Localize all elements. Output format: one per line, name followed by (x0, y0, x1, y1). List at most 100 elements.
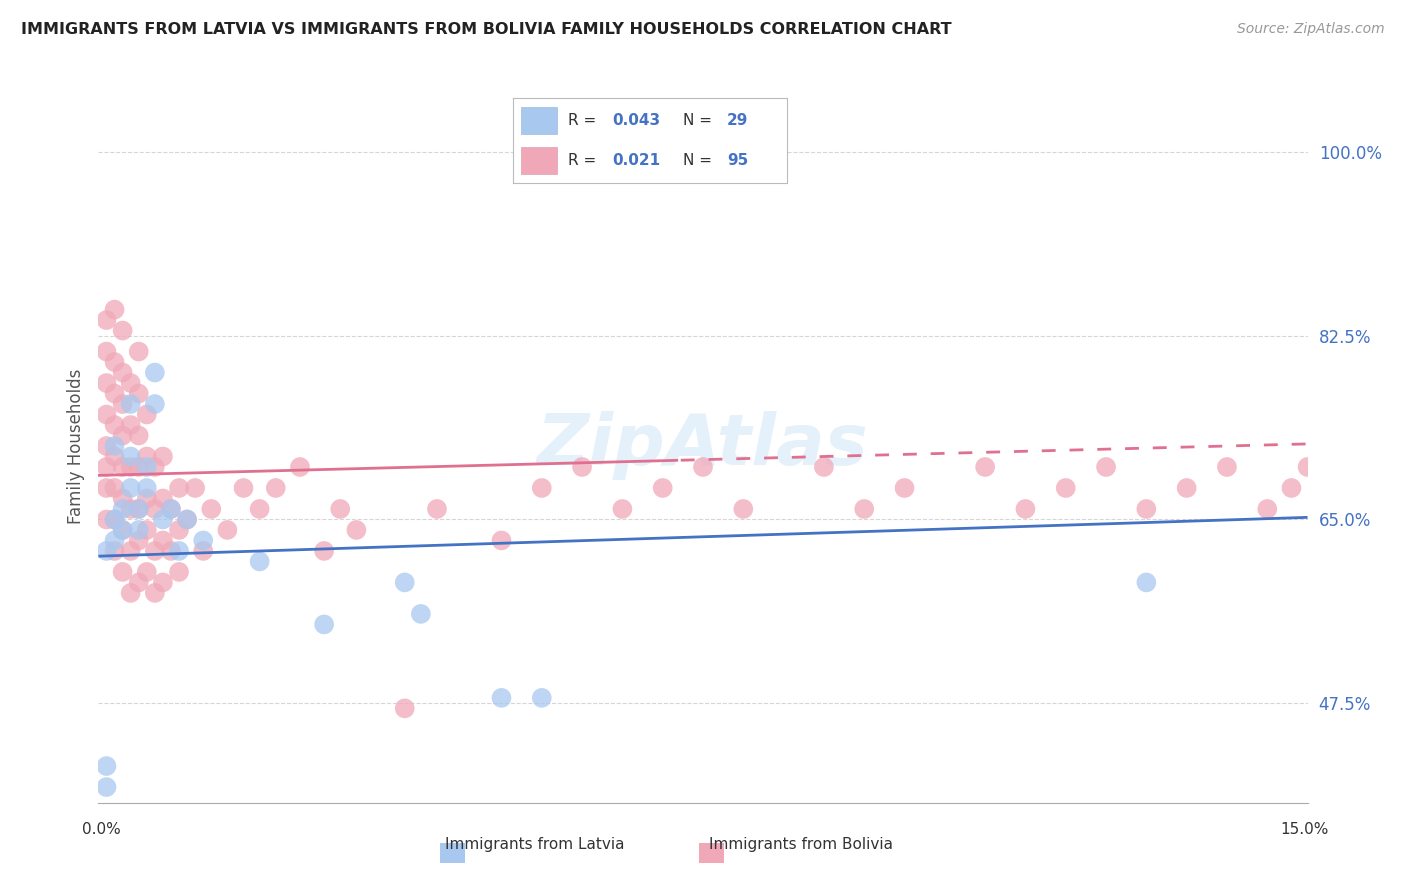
Point (1256, 502, 1278, 516)
Point (893, 481, 915, 495)
Point (314, 544, 336, 558)
Point (974, 460, 997, 475)
Point (167, 481, 190, 495)
Point (152, 491, 174, 506)
Point (128, 502, 150, 516)
Point (96, 481, 118, 495)
Point (111, 565, 134, 579)
Point (394, 575, 416, 590)
Point (111, 397, 134, 411)
Point (96, 544, 118, 558)
Point (96, 780, 118, 794)
Point (111, 491, 134, 506)
Point (314, 617, 336, 632)
Point (96, 408, 118, 422)
Point (733, 502, 755, 516)
Text: 0.021: 0.021 (612, 153, 659, 169)
Point (120, 544, 142, 558)
Point (111, 523, 134, 537)
Point (120, 397, 142, 411)
Point (120, 481, 142, 495)
Point (530, 690, 553, 705)
Point (128, 533, 150, 548)
Point (96, 313, 118, 327)
Point (249, 502, 271, 516)
Point (193, 544, 215, 558)
Point (692, 460, 714, 475)
Point (103, 439, 125, 453)
Point (143, 586, 166, 600)
Point (128, 344, 150, 359)
Point (135, 565, 157, 579)
Point (160, 502, 183, 516)
Text: ZipAtlas: ZipAtlas (537, 411, 869, 481)
Point (344, 523, 367, 537)
Point (120, 450, 142, 464)
Text: R =: R = (568, 153, 596, 169)
Point (1014, 502, 1036, 516)
Text: Immigrants from Bolivia: Immigrants from Bolivia (710, 838, 893, 852)
Point (853, 502, 876, 516)
Point (426, 502, 449, 516)
Text: Source: ZipAtlas.com: Source: ZipAtlas.com (1237, 22, 1385, 37)
Point (232, 481, 254, 495)
Point (128, 428, 150, 442)
Text: 15.0%: 15.0% (1281, 822, 1329, 837)
Point (120, 376, 142, 390)
Point (128, 386, 150, 401)
Point (193, 533, 215, 548)
Point (409, 607, 432, 621)
Point (111, 366, 134, 380)
Text: N =: N = (683, 112, 713, 128)
FancyBboxPatch shape (522, 147, 557, 175)
Point (120, 502, 142, 516)
Point (217, 523, 239, 537)
Point (143, 397, 166, 411)
Text: 0.0%: 0.0% (82, 822, 121, 837)
Point (103, 302, 125, 317)
Point (160, 544, 183, 558)
Point (120, 586, 142, 600)
Point (167, 523, 190, 537)
Point (176, 512, 198, 526)
Text: N =: N = (683, 153, 713, 169)
Point (1054, 481, 1077, 495)
Point (111, 428, 134, 442)
Point (103, 544, 125, 558)
Point (96, 512, 118, 526)
Point (160, 502, 183, 516)
Point (128, 523, 150, 537)
Point (1337, 481, 1360, 495)
Text: IMMIGRANTS FROM LATVIA VS IMMIGRANTS FROM BOLIVIA FAMILY HOUSEHOLDS CORRELATION : IMMIGRANTS FROM LATVIA VS IMMIGRANTS FRO… (21, 22, 952, 37)
Point (530, 481, 553, 495)
Point (571, 460, 593, 475)
Point (135, 491, 157, 506)
Point (813, 460, 835, 475)
Point (143, 460, 166, 475)
Text: R =: R = (568, 112, 596, 128)
Point (1320, 502, 1343, 516)
Point (152, 533, 174, 548)
Point (128, 575, 150, 590)
Point (120, 417, 142, 432)
Point (612, 502, 634, 516)
Point (1281, 481, 1303, 495)
Point (103, 512, 125, 526)
Point (135, 481, 157, 495)
Text: 95: 95 (727, 153, 748, 169)
Point (491, 690, 513, 705)
Text: Immigrants from Latvia: Immigrants from Latvia (444, 838, 624, 852)
Point (103, 533, 125, 548)
Point (96, 376, 118, 390)
Point (143, 502, 166, 516)
Point (394, 701, 416, 715)
Point (167, 565, 190, 579)
Point (1376, 502, 1399, 516)
Point (96, 460, 118, 475)
Point (135, 460, 157, 475)
Point (152, 575, 174, 590)
Point (96, 344, 118, 359)
Point (1361, 460, 1384, 475)
Text: 0.043: 0.043 (612, 112, 659, 128)
Point (135, 523, 157, 537)
